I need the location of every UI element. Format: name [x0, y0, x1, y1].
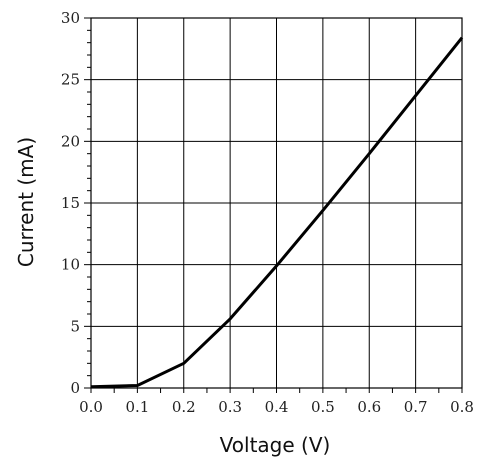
x-tick-label: 0.2: [172, 398, 196, 416]
y-tick-label: 0: [70, 379, 80, 397]
y-tick-label: 25: [61, 71, 80, 89]
series-line: [90, 36, 464, 389]
x-tick-label: 0.7: [404, 398, 428, 416]
y-tick-label: 10: [61, 256, 80, 274]
x-tick-label: 0.4: [265, 398, 289, 416]
grid-lines: [90, 17, 463, 389]
x-tick-label: 0.1: [125, 398, 149, 416]
y-tick-labels: 0 5 10 15 20 25 30: [61, 9, 80, 397]
y-tick-label: 5: [70, 317, 80, 335]
x-axis-title: Voltage (V): [220, 433, 331, 457]
x-tick-label: 0.8: [450, 398, 474, 416]
plot-frame: [90, 17, 463, 389]
y-tick-label: 20: [61, 132, 80, 150]
x-tick-label: 0.5: [311, 398, 335, 416]
y-axis-title: Current (mA): [14, 137, 38, 267]
x-tick-label: 0.0: [79, 398, 103, 416]
x-tick-labels: 0.0 0.1 0.2 0.3 0.4 0.5 0.6 0.7 0.8: [79, 398, 474, 416]
x-tick-label: 0.6: [357, 398, 381, 416]
minor-ticks: [84, 17, 463, 393]
y-tick-label: 30: [61, 9, 80, 27]
y-tick-label: 15: [61, 194, 80, 212]
x-tick-label: 0.3: [218, 398, 242, 416]
